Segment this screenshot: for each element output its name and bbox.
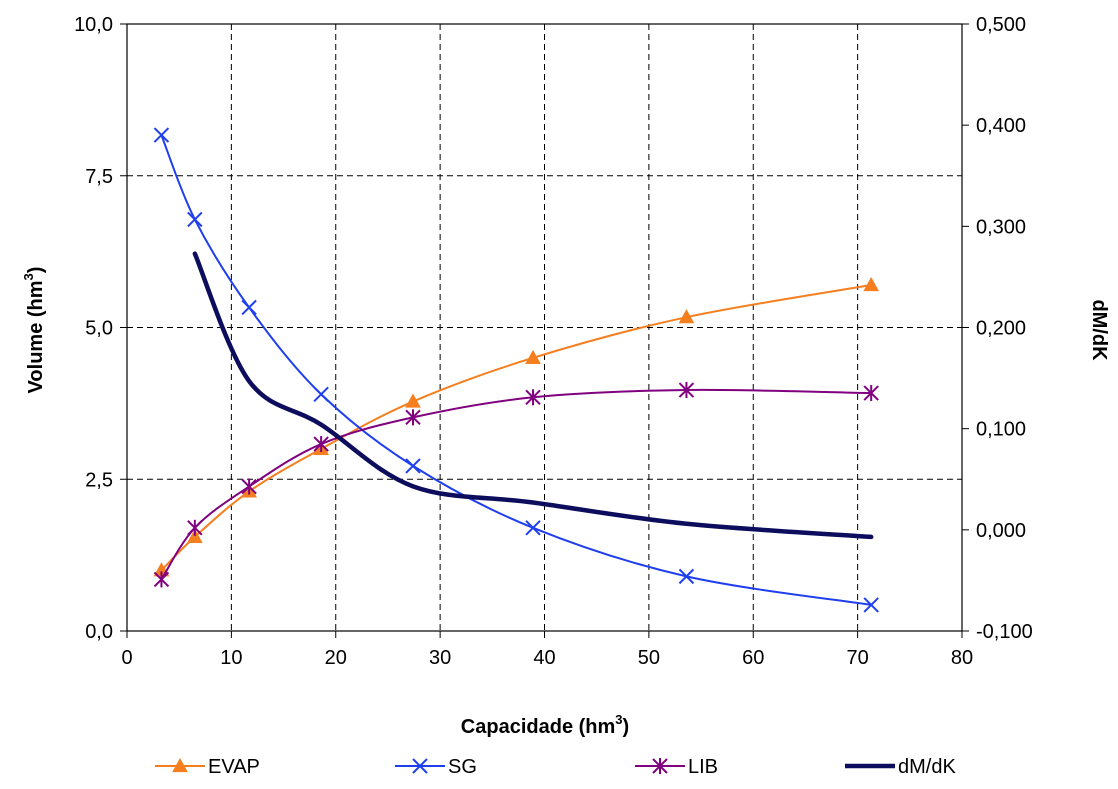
x-tick-label: 60 bbox=[742, 647, 764, 669]
tick-labels: 0 10 20 30 40 50 60 70 80 0,0 2,5 5,0 7,5 10,0 -0,100 0… bbox=[74, 14, 1033, 669]
data-point-sg bbox=[405, 458, 421, 474]
y2-tick-label: 0,100 bbox=[976, 419, 1026, 441]
legend-marker-lib bbox=[652, 758, 668, 774]
y2-tick-label: 0,500 bbox=[976, 14, 1026, 36]
data-point-lib bbox=[241, 478, 257, 495]
y2-axis-title: dM/dK bbox=[1088, 299, 1110, 361]
legend-label-sg: SG bbox=[448, 756, 477, 778]
y2-tick-label: 0,300 bbox=[976, 216, 1026, 238]
series-line-dm-dk bbox=[192, 251, 874, 540]
y-axis-title: Volume (hm3) bbox=[21, 267, 47, 394]
x-tick-label: 20 bbox=[325, 647, 347, 669]
legend-label-lib: LIB bbox=[688, 756, 718, 778]
x-axis-title: Capacidade (hm3) bbox=[461, 712, 629, 738]
legend-marker-evap bbox=[172, 757, 188, 773]
data-point-sg bbox=[525, 520, 541, 536]
y2-tick-label: 0,200 bbox=[976, 318, 1026, 340]
data-point-sg-stroke bbox=[863, 597, 879, 613]
y-tick-label: 0,0 bbox=[85, 621, 113, 643]
y2-tick-label: 0,400 bbox=[976, 115, 1026, 137]
data-point-sg-stroke bbox=[405, 458, 421, 474]
data-point-sg-stroke bbox=[313, 386, 329, 402]
data-point-sg-stroke bbox=[525, 520, 541, 536]
x-tick-label: 0 bbox=[121, 647, 132, 669]
legend-label-dm-dk: dM/dK bbox=[898, 756, 956, 778]
legend-item-lib: LIB bbox=[635, 756, 718, 778]
x-tick-label: 10 bbox=[220, 647, 242, 669]
series-line-sg bbox=[160, 134, 873, 606]
data-point-sg bbox=[863, 597, 879, 613]
y2-tick-label: 0,000 bbox=[976, 520, 1026, 542]
legend-marker-sg bbox=[412, 758, 428, 774]
data-point-evap bbox=[678, 309, 695, 324]
legend-item-sg: SG bbox=[395, 756, 477, 778]
data-point-lib bbox=[313, 436, 329, 453]
data-point-lib bbox=[187, 519, 203, 536]
data-point-sg-stroke bbox=[241, 299, 257, 316]
data-point-sg bbox=[678, 568, 695, 585]
series-layer bbox=[153, 127, 880, 613]
data-point-lib bbox=[405, 409, 421, 426]
data-point-sg bbox=[187, 211, 203, 228]
grid bbox=[127, 24, 962, 631]
data-point-sg bbox=[153, 127, 170, 143]
y-tick-label: 2,5 bbox=[85, 469, 113, 491]
data-point-lib bbox=[525, 389, 541, 406]
x-tick-label: 40 bbox=[533, 647, 555, 669]
data-point-sg bbox=[241, 299, 257, 316]
x-tick-label: 50 bbox=[638, 647, 660, 669]
data-point-sg-stroke bbox=[187, 211, 203, 228]
legend-item-evap: EVAP bbox=[155, 756, 260, 778]
y-tick-label: 5,0 bbox=[85, 318, 113, 340]
legend-label-evap: EVAP bbox=[208, 756, 260, 778]
x-tick-label: 30 bbox=[429, 647, 451, 669]
data-point-sg-stroke bbox=[153, 127, 170, 143]
y2-tick-label: -0,100 bbox=[976, 621, 1033, 643]
data-point-lib bbox=[678, 382, 695, 399]
x-tick-label: 70 bbox=[847, 647, 869, 669]
data-point-evap bbox=[405, 393, 421, 408]
legend-marker-sg-stroke bbox=[412, 758, 428, 774]
data-point-evap bbox=[186, 528, 203, 544]
y-tick-label: 10,0 bbox=[74, 14, 113, 36]
legend-item-dm-dk: dM/dK bbox=[845, 756, 956, 778]
data-point-sg-stroke bbox=[678, 568, 695, 585]
axes bbox=[120, 23, 969, 638]
data-point-lib bbox=[153, 571, 170, 588]
x-tick-label: 80 bbox=[951, 647, 973, 669]
data-point-sg bbox=[313, 386, 329, 402]
y-tick-label: 7,5 bbox=[85, 166, 113, 188]
data-point-evap bbox=[863, 276, 880, 292]
data-point-evap bbox=[525, 349, 541, 364]
legend: EVAP SG LIB dM/dK bbox=[155, 756, 956, 778]
data-point-lib bbox=[863, 385, 879, 402]
series-line-lib bbox=[160, 388, 873, 581]
